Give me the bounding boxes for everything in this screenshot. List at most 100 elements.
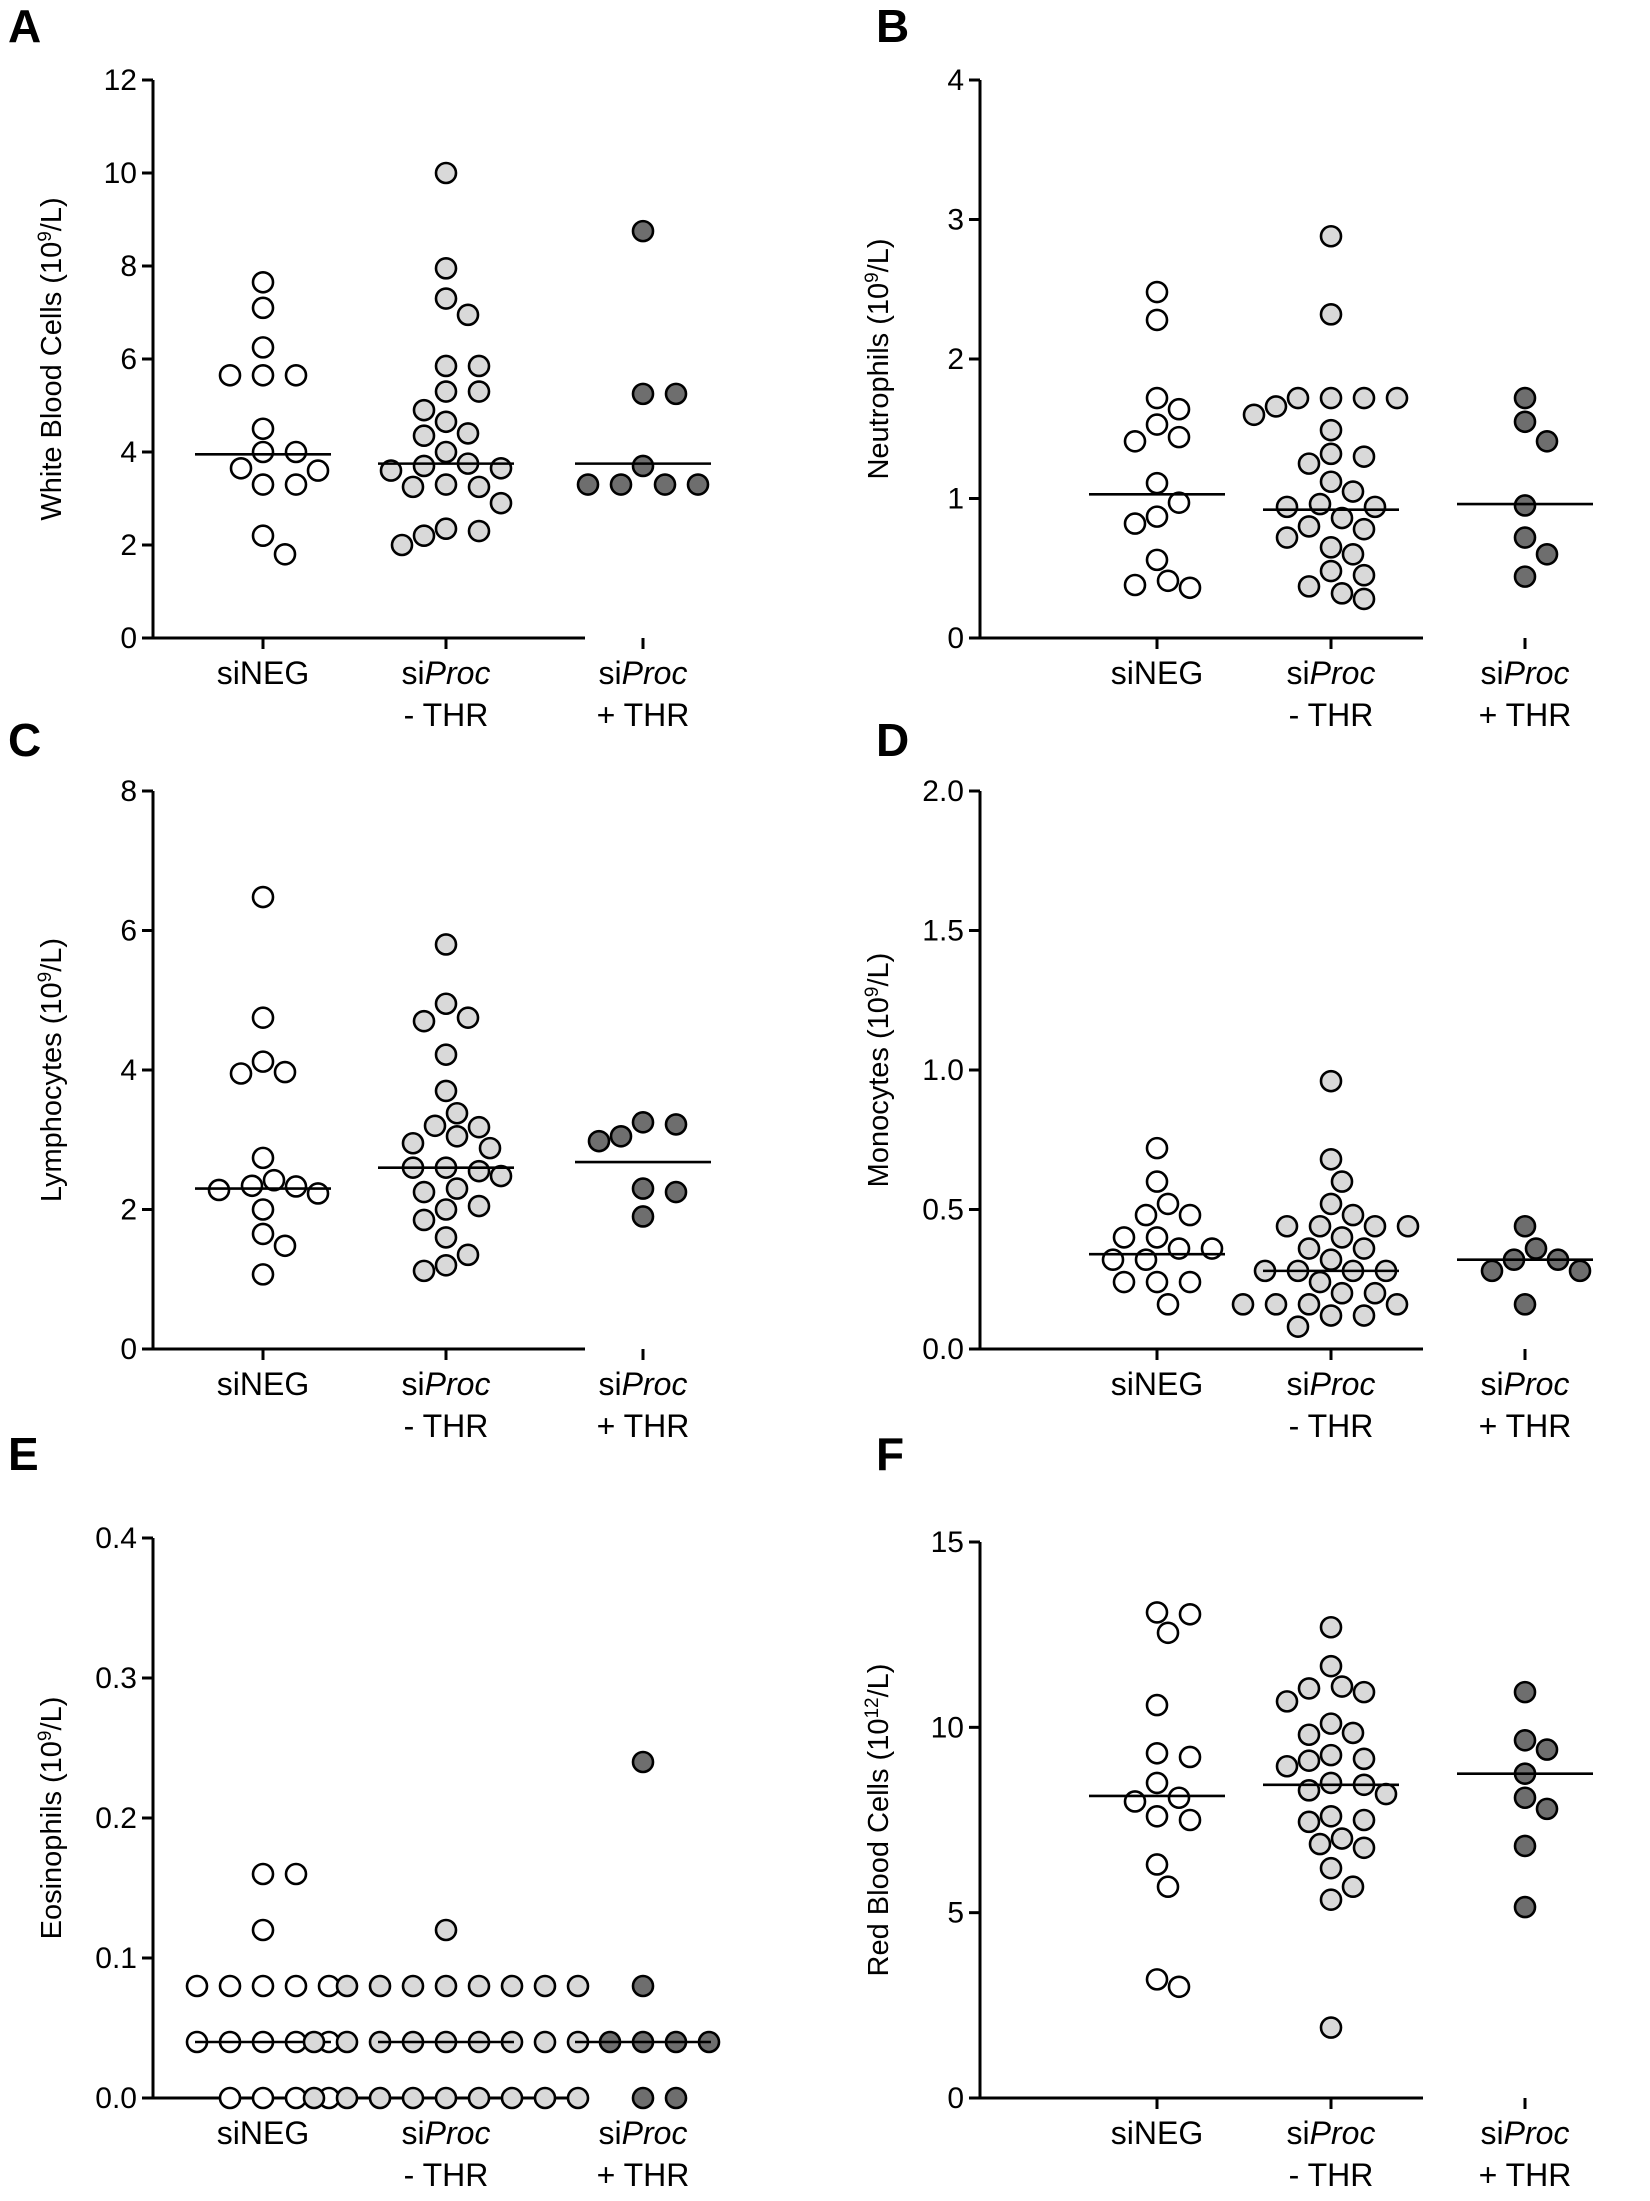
- y-tick-label: 4: [947, 64, 964, 97]
- panel-letter: D: [876, 714, 909, 766]
- x-category-label: siNEG: [217, 2115, 309, 2151]
- y-tick-label: 1: [947, 483, 964, 516]
- x-category-label: siProc: [402, 1366, 491, 1402]
- data-point: [1352, 1747, 1376, 1771]
- data-point: [489, 456, 513, 480]
- data-point: [533, 2086, 557, 2110]
- x-category-italic: Proc: [622, 1366, 688, 1402]
- x-category-prefix: si: [1481, 2115, 1504, 2151]
- y-tick-label: 0: [120, 622, 137, 655]
- data-point: [251, 1050, 275, 1073]
- data-point: [566, 1974, 590, 1998]
- data-point: [1178, 1808, 1202, 1832]
- x-category-prefix: si: [402, 1366, 425, 1402]
- data-point: [1145, 1771, 1169, 1795]
- data-point: [1123, 430, 1147, 453]
- data-point: [1178, 1203, 1202, 1227]
- data-point: [434, 1974, 458, 1998]
- data-point: [1319, 1304, 1343, 1327]
- data-point: [185, 1974, 209, 1998]
- x-category-label-line2: + THR: [597, 1408, 690, 1444]
- data-point: [1275, 495, 1299, 519]
- data-point: [1308, 1270, 1332, 1294]
- data-point: [533, 2030, 557, 2054]
- y-axis-title-sup: 12: [862, 1697, 883, 1718]
- data-point: [1275, 1214, 1299, 1238]
- x-category-label-line2: + THR: [597, 2157, 690, 2193]
- x-category-prefix: si: [402, 2115, 425, 2151]
- data-point: [653, 473, 677, 496]
- data-point: [1363, 1281, 1387, 1305]
- x-category-prefix: siNEG: [1111, 655, 1203, 691]
- data-point: [434, 2086, 458, 2110]
- data-point: [1319, 1192, 1343, 1216]
- data-point: [1156, 1192, 1180, 1216]
- y-axis-title-main: Red Blood Cells (10: [863, 1719, 895, 1977]
- y-tick-label: 0.5: [922, 1194, 964, 1227]
- data-point: [1297, 1723, 1321, 1747]
- data-point: [1156, 1293, 1180, 1316]
- data-point: [445, 1124, 469, 1148]
- x-category-prefix: siNEG: [1111, 2115, 1203, 2151]
- y-axis-title-tail: /L): [863, 1664, 895, 1698]
- y-tick-label: 12: [104, 64, 137, 97]
- y-axis-title-tail: /L): [863, 238, 895, 272]
- data-point: [1352, 1237, 1376, 1260]
- data-point: [1319, 1069, 1343, 1093]
- data-point: [434, 1198, 458, 1221]
- data-point: [1101, 1248, 1125, 1272]
- data-point: [401, 1974, 425, 1998]
- data-point: [489, 491, 513, 515]
- y-tick-label: 0.1: [95, 1942, 137, 1975]
- data-point: [1145, 1601, 1169, 1624]
- data-point: [1330, 1170, 1354, 1193]
- y-tick-label: 4: [120, 1054, 137, 1087]
- x-category-prefix: siNEG: [217, 1366, 309, 1402]
- x-category-label: siNEG: [217, 655, 309, 691]
- data-point: [251, 1263, 275, 1286]
- x-category-label-line2: - THR: [404, 2157, 489, 2193]
- data-point: [412, 1259, 436, 1283]
- data-point: [576, 473, 600, 496]
- y-tick-label: 6: [120, 343, 137, 376]
- panel-letter: A: [8, 0, 41, 52]
- data-point: [1145, 413, 1169, 436]
- y-axis-title-main: Neutrophils (10: [863, 283, 895, 480]
- data-point: [1319, 224, 1343, 248]
- data-point: [251, 417, 275, 441]
- data-point: [251, 270, 275, 294]
- data-point: [1275, 1690, 1299, 1713]
- data-point: [609, 1124, 633, 1148]
- y-tick-label: 0.0: [922, 1333, 964, 1366]
- data-point: [1352, 517, 1376, 541]
- y-axis-title-sup: 9: [862, 987, 883, 998]
- data-point: [1297, 1677, 1321, 1700]
- x-category-label-line2: + THR: [1479, 697, 1572, 733]
- y-tick-label: 1.5: [922, 915, 964, 948]
- data-point: [456, 422, 480, 445]
- data-point: [1319, 2016, 1343, 2039]
- data-point: [1568, 1259, 1592, 1283]
- data-point: [401, 2086, 425, 2110]
- data-point: [1319, 1804, 1343, 1828]
- x-category-label: siProc: [1481, 655, 1570, 691]
- x-category-label: siNEG: [1111, 1366, 1203, 1402]
- data-point: [251, 473, 275, 496]
- data-point: [1513, 1786, 1537, 1810]
- data-point: [467, 519, 491, 543]
- x-category-italic: Proc: [425, 1366, 491, 1402]
- data-point: [664, 1180, 688, 1204]
- y-tick-label: 0: [947, 2082, 964, 2115]
- data-point: [467, 2086, 491, 2110]
- data-point: [1242, 403, 1266, 427]
- data-point: [1352, 1808, 1376, 1832]
- x-category-prefix: si: [599, 2115, 622, 2151]
- y-tick-label: 0.2: [95, 1802, 137, 1835]
- data-point: [379, 459, 403, 482]
- data-point: [1178, 576, 1202, 600]
- x-category-label-line2: + THR: [597, 697, 690, 733]
- y-axis-title-tail: /L): [863, 953, 895, 987]
- data-point: [1330, 1281, 1354, 1305]
- y-axis-title-main: Eosinophils (10: [36, 1741, 68, 1939]
- x-category-italic: Proc: [1504, 1366, 1570, 1402]
